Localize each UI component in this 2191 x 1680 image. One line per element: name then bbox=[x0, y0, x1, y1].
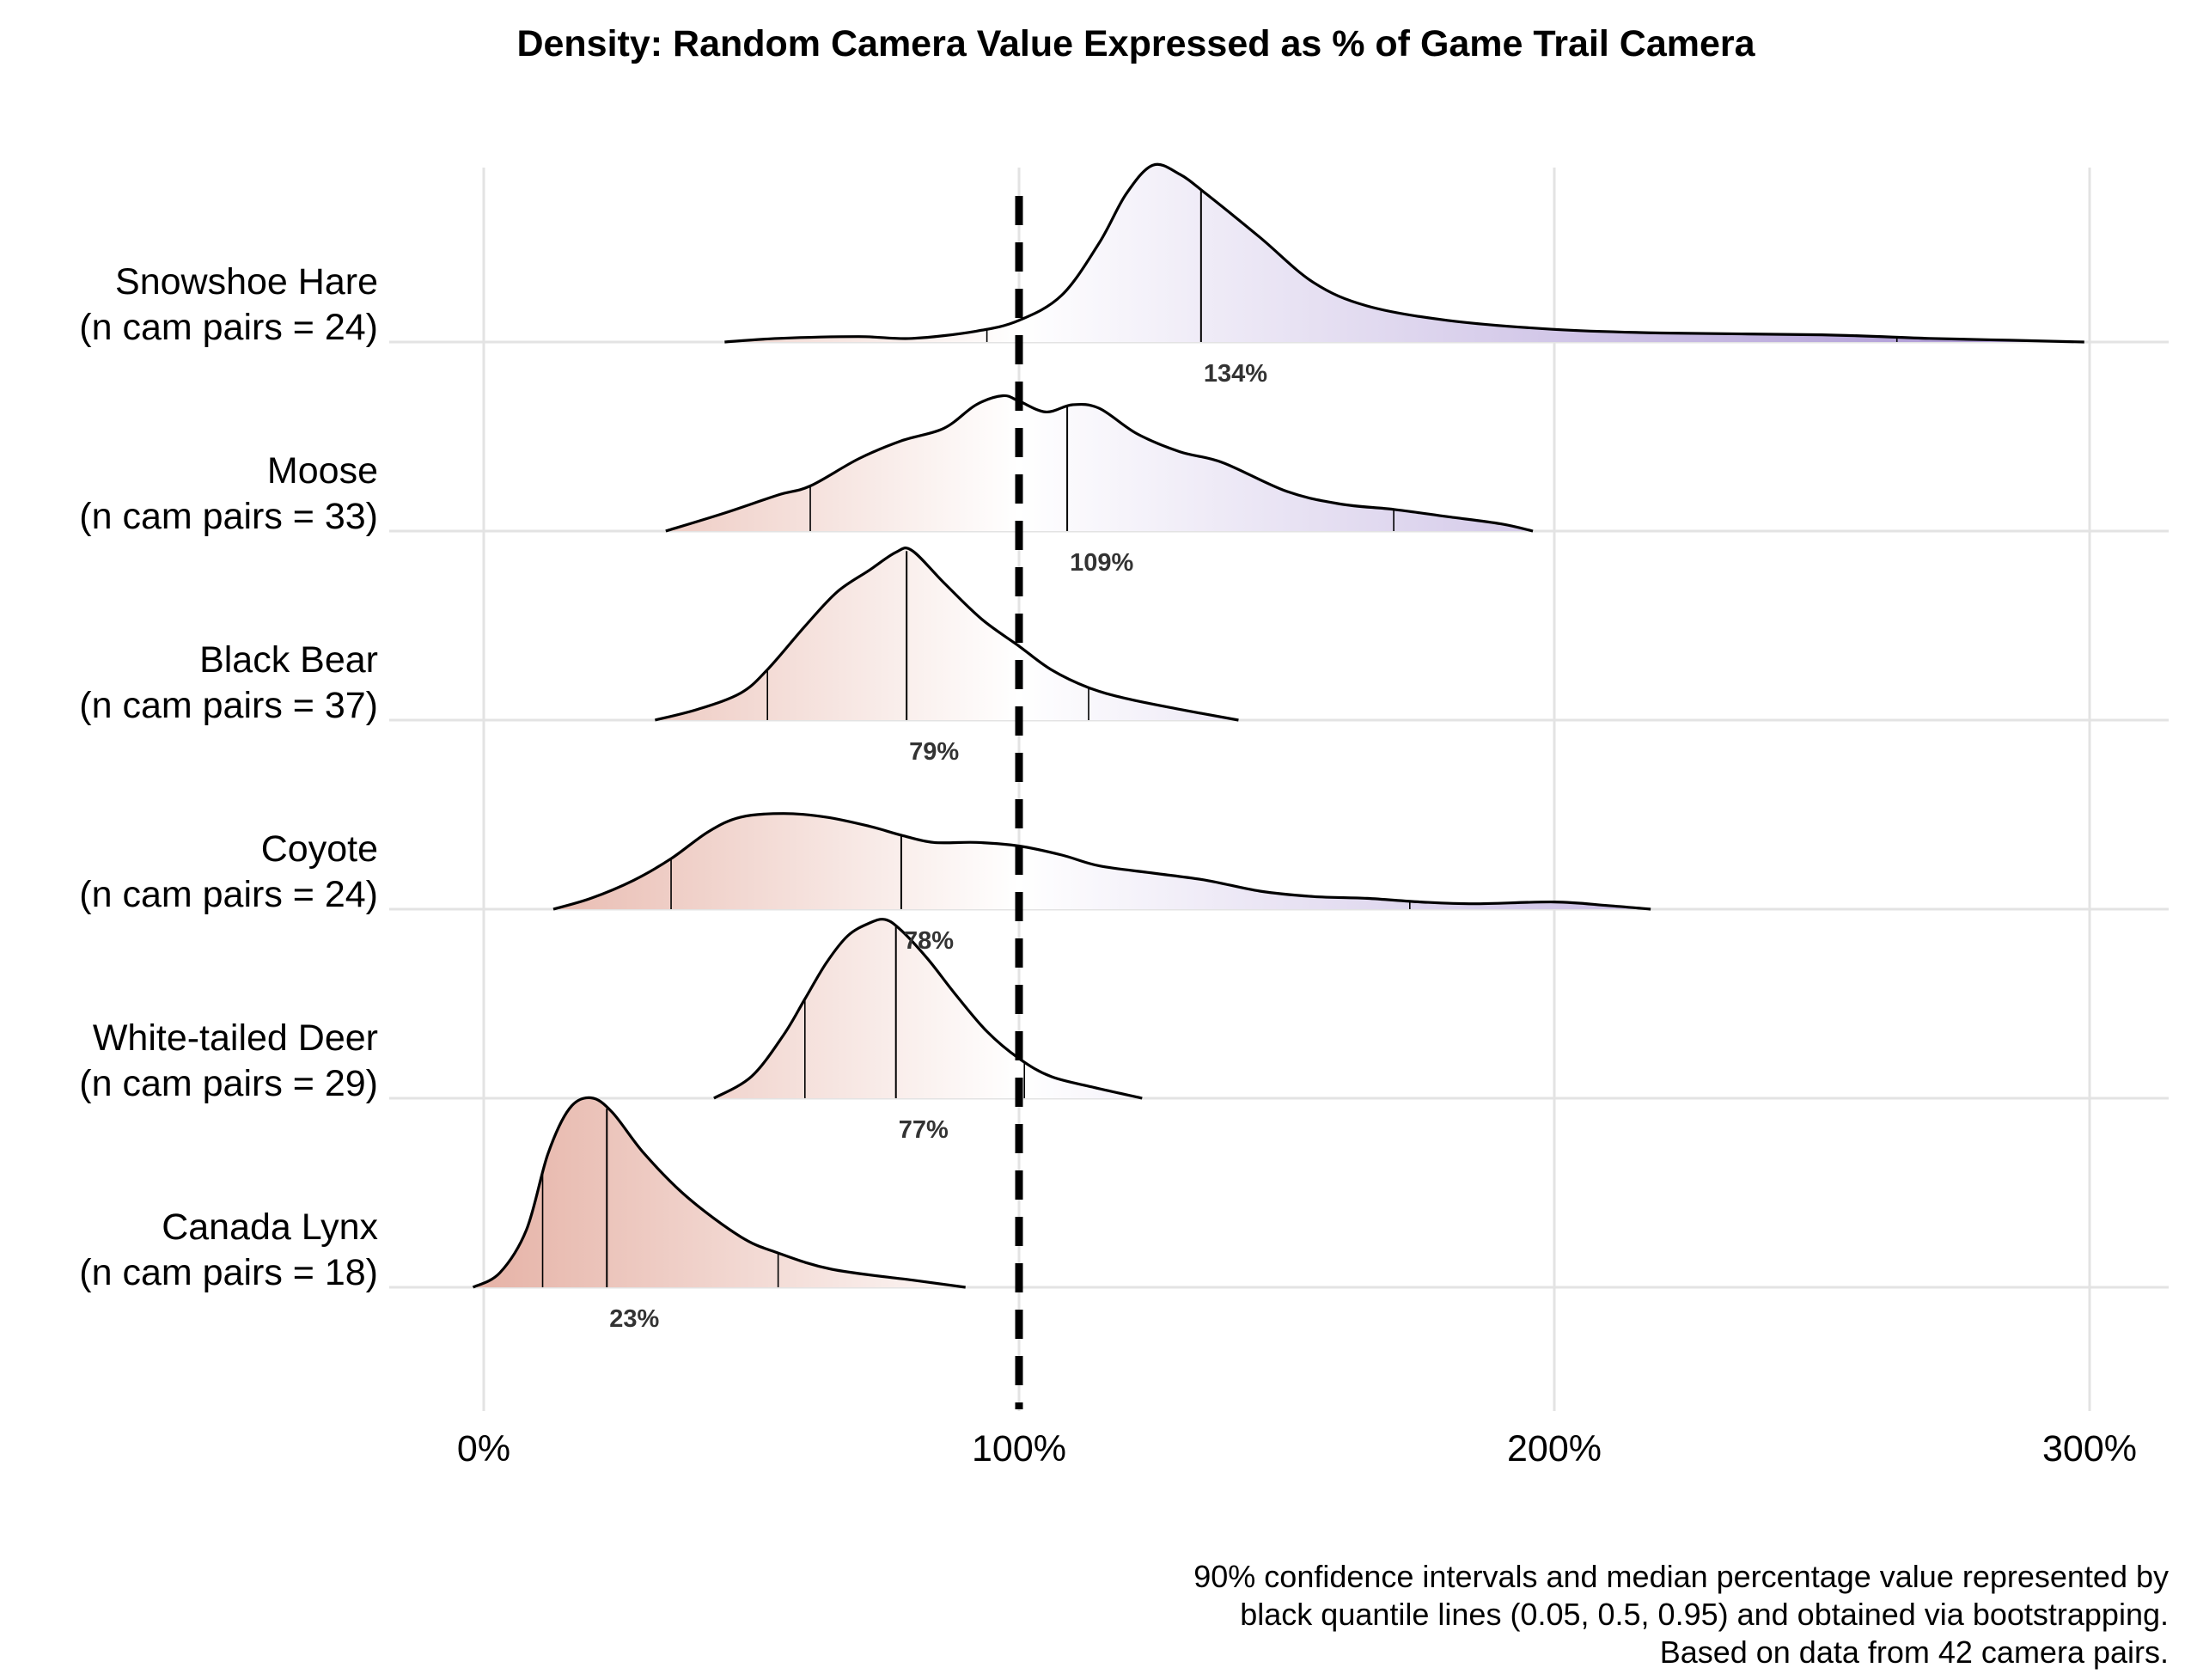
x-tick-label: 200% bbox=[1507, 1428, 1602, 1469]
caption-line: Based on data from 42 camera pairs. bbox=[1660, 1634, 2169, 1670]
density-curve bbox=[713, 918, 1143, 1100]
category-sublabel: (n cam pairs = 18) bbox=[79, 1252, 378, 1293]
category-sublabel: (n cam pairs = 24) bbox=[79, 874, 378, 915]
ridge-white-tailed-deer bbox=[713, 918, 1143, 1100]
ridges bbox=[472, 162, 2084, 1289]
x-tick-label: 100% bbox=[972, 1428, 1066, 1469]
density-area bbox=[655, 547, 1239, 720]
density-curve bbox=[724, 162, 2084, 344]
median-label: 79% bbox=[909, 738, 959, 766]
category-sublabel: (n cam pairs = 37) bbox=[79, 685, 378, 726]
ridge-coyote bbox=[552, 812, 1651, 911]
category-label: Canada Lynx bbox=[162, 1207, 378, 1248]
density-curve bbox=[665, 394, 1534, 533]
density-curve bbox=[472, 1096, 966, 1289]
median-label: 77% bbox=[899, 1116, 949, 1144]
category-sublabel: (n cam pairs = 24) bbox=[79, 307, 378, 348]
caption: 90% confidence intervals and median perc… bbox=[1193, 1559, 2169, 1670]
density-curve bbox=[654, 547, 1239, 722]
category-label: Coyote bbox=[261, 828, 378, 870]
ridge-canada-lynx bbox=[472, 1096, 966, 1289]
x-tick-label: 0% bbox=[457, 1428, 510, 1469]
density-area bbox=[665, 395, 1534, 531]
density-area bbox=[724, 164, 2084, 342]
median-label: 23% bbox=[609, 1305, 659, 1333]
ridge-moose bbox=[665, 394, 1534, 533]
category-label: White-tailed Deer bbox=[93, 1017, 378, 1059]
caption-line: 90% confidence intervals and median perc… bbox=[1193, 1559, 2169, 1594]
caption-line: black quantile lines (0.05, 0.5, 0.95) a… bbox=[1240, 1597, 2169, 1632]
density-area bbox=[473, 1097, 966, 1287]
category-label: Black Bear bbox=[199, 639, 378, 681]
median-label: 134% bbox=[1204, 360, 1267, 388]
x-tick-label: 300% bbox=[2042, 1428, 2137, 1469]
density-area bbox=[552, 813, 1651, 909]
chart-title: Density: Random Camera Value Expressed a… bbox=[516, 23, 1755, 64]
category-label: Snowshoe Hare bbox=[115, 261, 378, 302]
density-area bbox=[713, 919, 1143, 1098]
median-label: 78% bbox=[904, 927, 954, 955]
category-sublabel: (n cam pairs = 29) bbox=[79, 1063, 378, 1104]
ridge-snowshoe-hare bbox=[724, 162, 2084, 344]
ridge-black-bear bbox=[654, 547, 1239, 722]
median-label: 109% bbox=[1070, 549, 1133, 577]
category-sublabel: (n cam pairs = 33) bbox=[79, 496, 378, 537]
category-label: Moose bbox=[267, 450, 378, 492]
labels: 134% Snowshoe Hare (n cam pairs = 24) 109% M… bbox=[79, 261, 2137, 1469]
